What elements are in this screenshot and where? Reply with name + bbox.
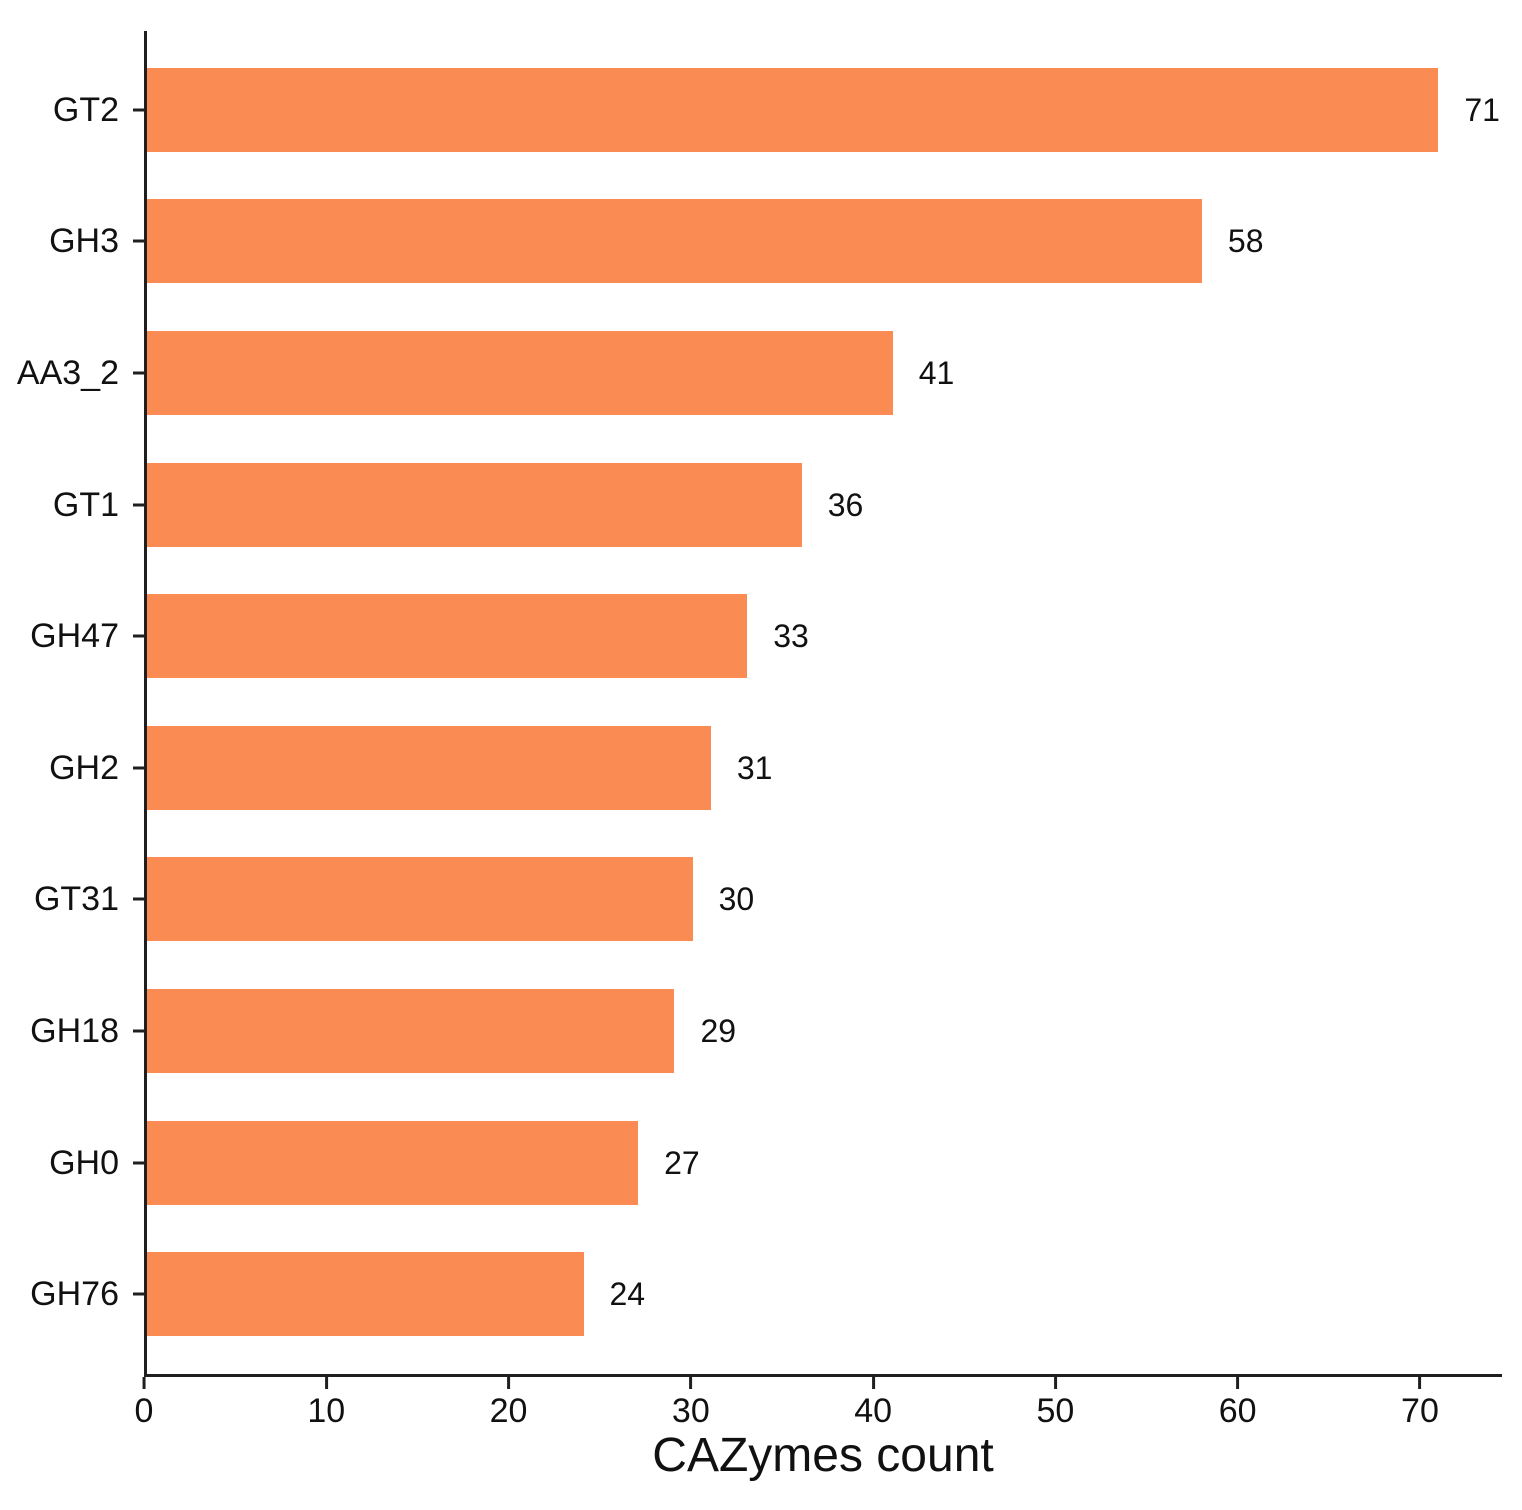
y-tick-mark [133, 1029, 144, 1033]
category-label: GH2 [49, 748, 119, 787]
x-tick-group: 10 [307, 1377, 345, 1428]
category-label: AA3_2 [16, 353, 119, 392]
x-tick-group: 50 [1036, 1377, 1074, 1428]
value-label: 31 [736, 749, 773, 786]
bar [147, 1252, 584, 1337]
y-tick-mark [133, 108, 144, 112]
category-label: GT1 [52, 485, 119, 524]
x-tick-mark [142, 1377, 146, 1389]
category-label: GT31 [33, 880, 119, 919]
bar-row: GT2 71 [53, 44, 1502, 176]
bar-row: GT31 30 [34, 834, 1502, 966]
value-label: 33 [773, 618, 809, 655]
bar [147, 725, 711, 810]
bar-row: GH18 29 [30, 965, 1502, 1097]
category-label: GT2 [52, 90, 119, 129]
y-tick-mark [133, 1161, 144, 1165]
x-tick-mark [871, 1377, 875, 1389]
x-tick-mark [507, 1377, 511, 1389]
bar [147, 988, 675, 1073]
y-tick-mark [133, 1292, 144, 1296]
y-tick-mark [133, 503, 144, 507]
value-label: 27 [664, 1144, 700, 1181]
x-tick-group: 0 [134, 1377, 154, 1430]
y-tick-mark [133, 634, 144, 638]
category-label: GH0 [49, 1143, 119, 1182]
x-tick-label: 10 [307, 1392, 346, 1430]
x-tick-label: 30 [671, 1392, 710, 1430]
x-tick-group: 40 [854, 1377, 892, 1428]
category-label: GH47 [30, 617, 119, 656]
value-label: 30 [718, 881, 755, 918]
bar-row: GH47 33 [30, 570, 1502, 702]
x-tick-mark [324, 1377, 328, 1389]
y-tick-mark [133, 239, 144, 243]
x-tick-label: 40 [854, 1392, 893, 1430]
value-label: 71 [1464, 91, 1500, 128]
x-axis-title: CAZymes count [652, 1429, 994, 1482]
x-tick-mark [1236, 1377, 1240, 1389]
bar [147, 857, 693, 942]
x-tick-group: 20 [489, 1377, 528, 1430]
x-tick-group: 70 [1401, 1377, 1439, 1428]
x-tick-label: 20 [489, 1392, 528, 1430]
x-axis: 0 10 20 30 40 50 60 70 [135, 1377, 1502, 1447]
y-tick-mark [133, 766, 144, 770]
bar-row: GT1 36 [53, 439, 1502, 571]
bar [147, 330, 893, 415]
x-tick-label: 50 [1036, 1392, 1075, 1430]
category-label: GH18 [30, 1011, 119, 1050]
x-tick-label: 0 [134, 1392, 154, 1430]
x-tick-mark [689, 1377, 693, 1389]
category-label: GH76 [30, 1275, 119, 1314]
bar [147, 462, 802, 547]
value-label: 29 [700, 1012, 737, 1049]
value-label: 41 [918, 354, 955, 391]
x-tick-group: 60 [1219, 1377, 1257, 1428]
bar [147, 67, 1439, 152]
bar-row: AA3_2 41 [17, 307, 1502, 439]
category-label: GH3 [49, 222, 119, 261]
x-tick-mark [1418, 1377, 1422, 1389]
bar-row: GH2 31 [49, 702, 1502, 834]
plot-area: GT2 71 GH3 58 AA3_2 41 GT1 36 GH47 33 GH2 31 GT31 30 G… [17, 31, 1502, 1377]
x-tick-mark [1053, 1377, 1057, 1389]
y-tick-mark [133, 371, 144, 375]
x-tick-label: 60 [1218, 1392, 1257, 1430]
x-tick-label: 70 [1401, 1392, 1439, 1430]
value-label: 36 [827, 486, 864, 523]
bar [147, 1120, 639, 1205]
bar-row: GH0 27 [49, 1097, 1502, 1229]
bar [147, 594, 748, 679]
bar [147, 199, 1202, 284]
y-tick-mark [133, 897, 144, 901]
value-label: 58 [1227, 223, 1264, 260]
value-label: 24 [609, 1276, 646, 1313]
bar-row: GH3 58 [49, 176, 1502, 308]
bar-row: GH76 24 [30, 1228, 1502, 1360]
x-tick-group: 30 [672, 1377, 710, 1428]
